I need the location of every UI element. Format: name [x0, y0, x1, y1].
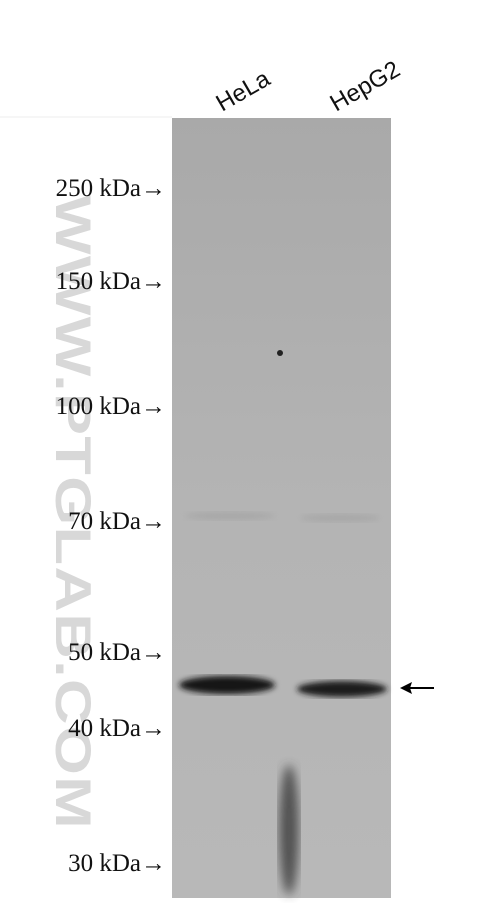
faint-band [185, 512, 275, 520]
faint-band [300, 514, 380, 522]
marker-label: 100 kDa→ [56, 393, 166, 420]
band-arrow-head [400, 682, 412, 694]
marker-label: 30 kDa→ [68, 850, 166, 877]
marker-label: 150 kDa→ [56, 268, 166, 295]
band [179, 676, 275, 694]
speck [277, 350, 283, 356]
band [297, 681, 387, 697]
smear [279, 765, 299, 895]
marker-label: 50 kDa→ [68, 639, 166, 666]
marker-label: 250 kDa→ [56, 175, 166, 202]
marker-label: 40 kDa→ [68, 715, 166, 742]
watermark: WWW.PTGLAB.COM [45, 195, 101, 830]
membrane [172, 118, 391, 898]
marker-label: 70 kDa→ [68, 508, 166, 535]
